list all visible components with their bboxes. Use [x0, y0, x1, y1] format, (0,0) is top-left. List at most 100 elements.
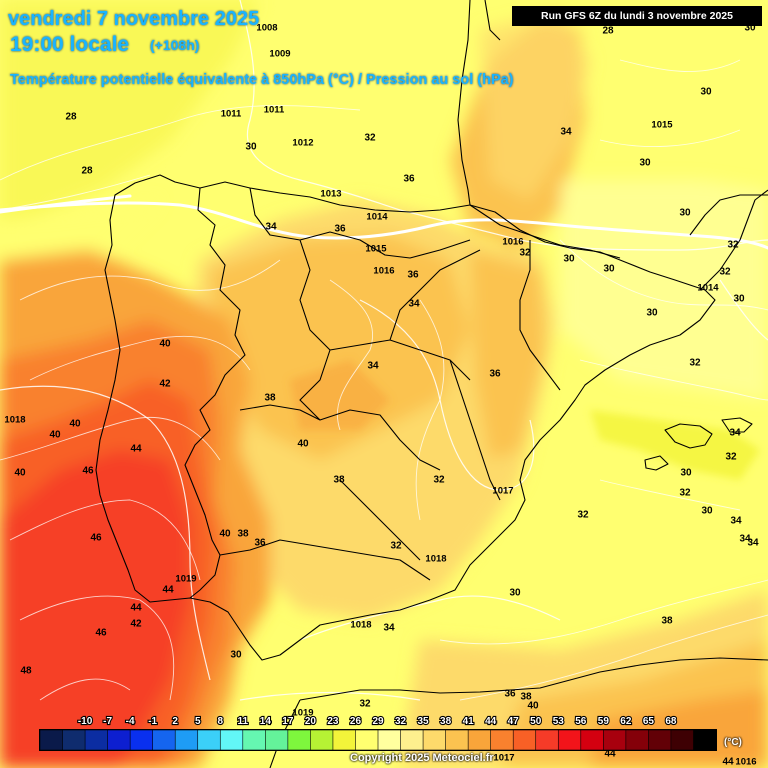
legend-tick-label: 8	[217, 716, 223, 727]
legend-tick-label: -10	[78, 716, 93, 727]
isotherm-label: 32	[689, 358, 701, 369]
isotherm-label: 40	[159, 339, 171, 350]
isotherm-label: 30	[639, 158, 651, 169]
forecast-offset: (+108h)	[150, 37, 200, 53]
isobar-label: 1014	[697, 283, 719, 294]
land-borders	[95, 0, 768, 768]
map-subtitle: Température potentielle équivalente à 85…	[10, 72, 514, 88]
legend-tick-labels: -10 -7 -4 -1 2 5 8 11 14 17 20 23 26 29 32 35 38 41 44 47 50…	[77, 715, 678, 728]
isotherm-label: 30	[603, 264, 615, 275]
isotherm-label: 38	[333, 475, 345, 486]
isotherm-label: 30	[701, 506, 713, 517]
legend-tick-label: 29	[372, 716, 384, 727]
legend-color-box	[197, 729, 222, 751]
isotherm-label: 34	[560, 127, 572, 138]
isotherm-label: 34	[367, 361, 379, 372]
legend-color-box	[580, 729, 605, 751]
isobar-label: 1017	[493, 753, 514, 764]
isotherm-label: 34	[730, 516, 742, 527]
legend-tick-label: 5	[195, 716, 201, 727]
isotherm-label: 36	[254, 538, 266, 549]
legend-tick-label: 56	[575, 716, 587, 727]
isotherm-label: 34	[739, 534, 751, 545]
legend-tick-label: 20	[305, 716, 317, 727]
isotherm-label: 38	[520, 692, 532, 703]
legend-color-box	[648, 729, 672, 751]
forecast-time: 19:00 locale	[10, 33, 130, 56]
isotherm-label: 42	[159, 379, 171, 390]
isotherm-label: 30	[700, 87, 712, 98]
copyright-text: Copyright 2025 Meteociel.fr	[350, 752, 494, 764]
isotherm-label: 34	[265, 222, 277, 233]
isotherm-label: 32	[359, 699, 371, 710]
balearic-islands	[664, 423, 713, 449]
isotherm-label: 30	[245, 142, 257, 153]
isotherm-label: 32	[727, 240, 739, 251]
isobar-label: 1015	[365, 244, 387, 255]
legend-tick-label: 68	[665, 716, 677, 727]
legend-color-box	[490, 729, 514, 751]
isotherm-label: 28	[65, 112, 77, 123]
legend-color-box	[62, 729, 86, 751]
legend-tick-label: 59	[598, 716, 610, 727]
isotherm-label: 46	[90, 533, 102, 544]
pressure-value-labels: 1008 1009 1011 1011 1012 1013 1014 1015 1016 1016…	[4, 23, 756, 768]
isobar-label: 1017	[492, 486, 513, 497]
legend-color-box	[174, 729, 199, 751]
legend-color-box	[310, 729, 334, 751]
isotherm-label: 44	[722, 757, 734, 768]
legend-color-box	[625, 729, 650, 751]
isotherm-label: 44	[162, 585, 174, 596]
isotherm-label: 46	[82, 466, 94, 477]
isotherm-label: 30	[744, 23, 756, 34]
legend-color-box	[355, 729, 379, 751]
isotherm-label: 32	[519, 248, 531, 259]
legend-color-box	[557, 729, 582, 751]
portugal-spain-border	[184, 187, 246, 599]
isotherm-label: 30	[646, 308, 658, 319]
isotherm-label: 44	[130, 444, 142, 455]
isotherm-label: 32	[577, 510, 589, 521]
model-run-label: Run GFS 6Z du lundi 3 novembre 2025	[512, 6, 762, 26]
isotherm-label: 46	[95, 628, 107, 639]
isotherm-label: 40	[527, 701, 539, 712]
isotherm-label: 40	[14, 468, 26, 479]
legend-color-box	[39, 729, 64, 751]
legend-tick-label: 23	[327, 716, 339, 727]
isobar-label: 1013	[320, 189, 341, 200]
isobar-lines	[0, 0, 768, 701]
legend-tick-label: 53	[553, 716, 565, 727]
isotherm-label: 32	[390, 541, 402, 552]
isotherm-label: 42	[130, 619, 142, 630]
legend-color-box	[467, 729, 492, 751]
legend-color-box	[287, 729, 312, 751]
isotherm-label: 48	[20, 666, 32, 677]
isobar-label: 1008	[256, 23, 277, 34]
legend-color-box	[693, 729, 717, 751]
isotherm-label: 28	[602, 26, 614, 37]
legend-color-boxes	[39, 729, 717, 751]
isotherm-label: 30	[509, 588, 521, 599]
isotherm-label: 32	[679, 488, 691, 499]
isobar-label: 1015	[651, 120, 673, 131]
isotherm-label: 40	[297, 439, 309, 450]
temperature-legend: -10 -7 -4 -1 2 5 8 11 14 17 20 23 26 29 32 35 38 41 44 47 50…	[39, 715, 717, 751]
isotherm-label: 38	[237, 529, 249, 540]
legend-color-box	[265, 729, 289, 751]
legend-color-box	[377, 729, 402, 751]
legend-tick-label: 17	[282, 716, 294, 727]
legend-tick-label: -7	[103, 716, 112, 727]
regional-borders	[219, 187, 561, 581]
isotherm-label: 36	[504, 689, 516, 700]
isotherm-label: 32	[364, 133, 376, 144]
isotherm-label: 36	[403, 174, 415, 185]
isotherm-label: 36	[407, 270, 419, 281]
legend-tick-label: 35	[418, 716, 430, 727]
legend-tick-label: 32	[395, 716, 407, 727]
isotherm-label: 30	[679, 208, 691, 219]
legend-color-box	[445, 729, 469, 751]
isobar-label: 1011	[264, 105, 285, 116]
